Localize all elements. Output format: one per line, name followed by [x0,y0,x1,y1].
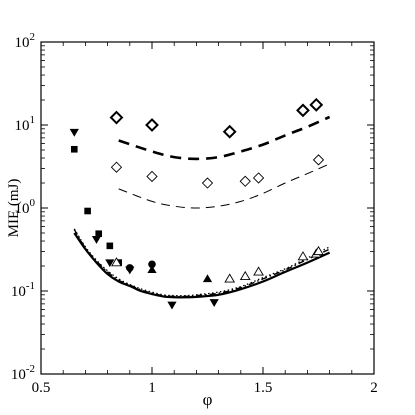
curve-solid [73,232,331,299]
diamond-bold-marker [145,118,159,132]
y-tick-label: 10-1 [11,280,35,300]
triangle-up-open-marker [313,245,324,256]
diamond-bold-marker [222,124,237,139]
square-marker [106,242,114,250]
triangle-up-open-marker [253,266,264,276]
triangle-up-open-marker [297,251,309,261]
diamond-thin-marker [110,161,123,173]
triangle-up-filled-marker [202,274,213,283]
triangle-down-marker [209,299,219,307]
curve-thin-dashed [118,163,330,209]
square-marker [84,207,91,215]
triangle-up-filled-marker [147,265,157,274]
data-markers [69,97,325,310]
axis-labels: φ MIE (mJ) [6,179,213,409]
triangle-down-marker [105,259,115,268]
diamond-thin-marker [312,154,325,166]
triangle-down-marker [91,236,102,244]
x-tick-label: 0.5 [32,380,51,396]
square-marker [95,230,103,238]
x-tick-label: 2 [370,380,378,396]
y-tick-label: 102 [15,31,36,51]
triangle-up-open-marker [111,257,122,267]
diamond-bold-marker [309,97,324,112]
x-axis-label: φ [203,390,213,409]
diamond-bold-marker [296,103,310,118]
x-tick-label: 1.5 [254,380,273,396]
model-curves [73,115,331,299]
diamond-thin-marker [201,177,214,189]
circle-marker [148,260,156,269]
diamond-thin-marker [252,172,265,184]
curve-thick-dashed [118,115,331,161]
y-axis-label: MIE (mJ) [6,179,22,238]
circle-marker [126,264,134,272]
triangle-down-marker [69,128,79,137]
diamond-bold-marker [109,110,124,125]
triangle-down-marker [167,301,177,310]
x-tick-label: 1 [148,380,156,396]
square-marker [71,145,78,153]
diamond-thin-marker [239,175,251,187]
y-tick-label: 101 [15,114,36,134]
triangle-up-open-marker [239,270,251,281]
triangle-up-open-marker [224,273,236,283]
diamond-thin-marker [146,170,158,183]
curve-dash-dot [73,229,330,298]
curve-dotted [73,228,330,297]
